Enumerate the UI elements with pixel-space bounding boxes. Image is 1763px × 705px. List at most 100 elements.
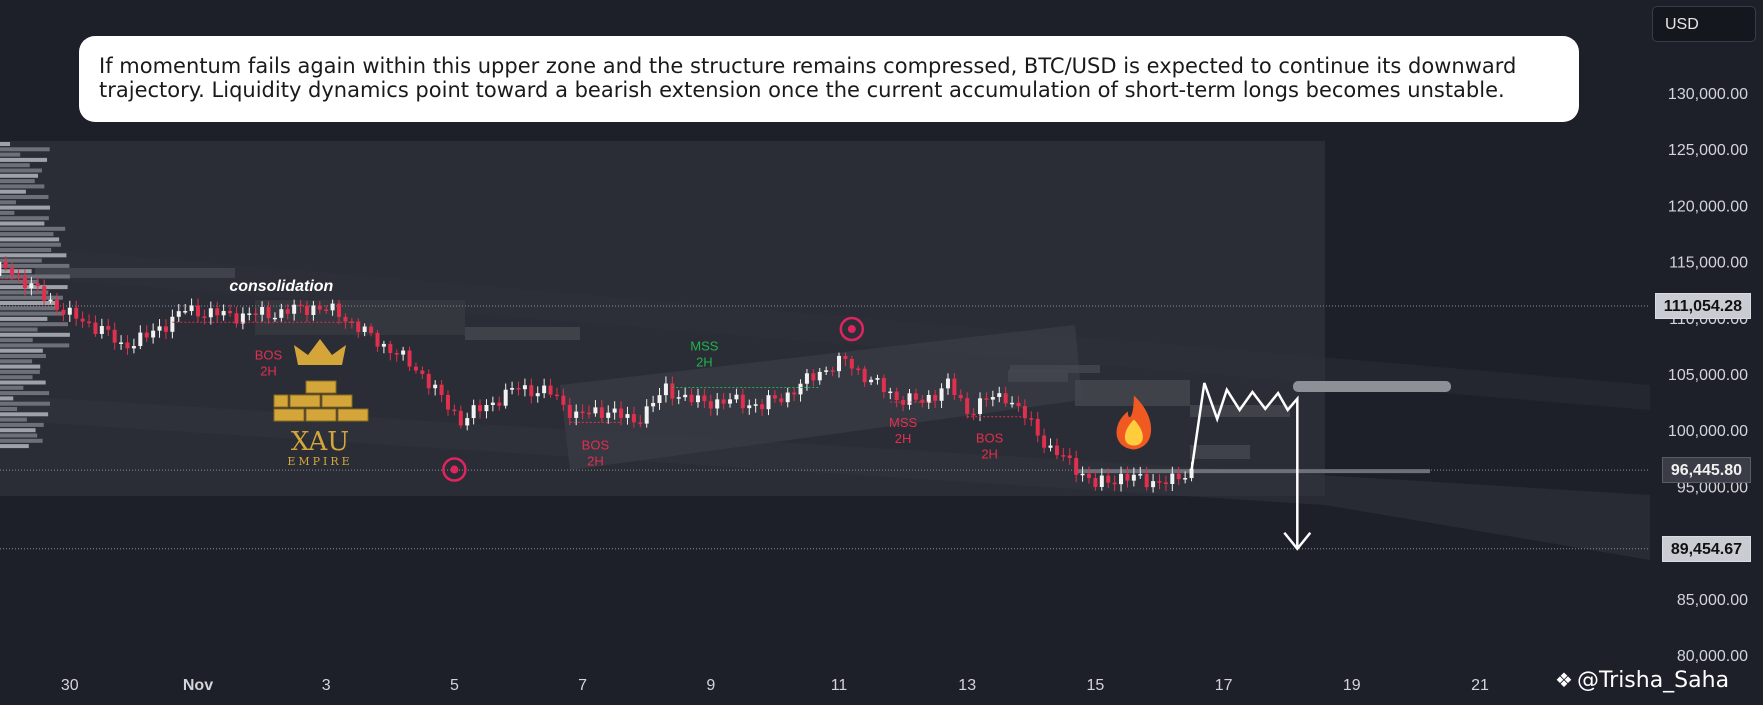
candle-body bbox=[196, 305, 200, 317]
candle-body bbox=[330, 303, 335, 311]
fire-icon bbox=[1116, 395, 1152, 450]
currency-label: USD bbox=[1665, 16, 1699, 33]
candle-body bbox=[22, 275, 27, 289]
gold-bar-icon bbox=[273, 394, 289, 408]
candle-body bbox=[10, 267, 15, 276]
candle-body bbox=[458, 410, 463, 426]
analysis-callout: If momentum fails again within this uppe… bbox=[79, 36, 1579, 122]
candle-body bbox=[125, 342, 130, 349]
volume-bar bbox=[0, 301, 57, 305]
volume-bar bbox=[0, 306, 56, 311]
candle-body bbox=[971, 413, 976, 416]
candle-body bbox=[631, 414, 636, 423]
annotation-bos: BOS bbox=[976, 431, 1004, 446]
candle-body bbox=[593, 407, 598, 414]
candle-body bbox=[189, 305, 194, 312]
volume-bar bbox=[0, 385, 24, 390]
volume-bar bbox=[0, 380, 46, 385]
candle-body bbox=[580, 411, 585, 414]
descending-channel-band bbox=[0, 395, 1650, 560]
y-tick-label: 115,000.00 bbox=[1669, 255, 1748, 272]
candle-body bbox=[612, 408, 617, 413]
volume-bar bbox=[0, 369, 40, 374]
volume-bar bbox=[0, 311, 64, 316]
author-watermark: ❖ @Trisha_Saha bbox=[1555, 668, 1729, 693]
candle-body bbox=[1099, 475, 1104, 487]
candle-body bbox=[183, 311, 188, 313]
candle-body bbox=[0, 261, 2, 276]
volume-bar bbox=[0, 433, 38, 438]
gold-bar-icon bbox=[321, 394, 353, 408]
candle-body bbox=[792, 392, 797, 395]
candle-body bbox=[933, 394, 938, 401]
candle-body bbox=[1029, 418, 1034, 420]
candle-body bbox=[824, 370, 829, 372]
candle-body bbox=[862, 368, 867, 383]
candle-body bbox=[234, 313, 239, 324]
volume-bar bbox=[0, 338, 33, 343]
candle-body bbox=[997, 393, 1002, 397]
order-block-5 bbox=[35, 268, 235, 278]
candle-body bbox=[426, 373, 431, 389]
volume-bar bbox=[0, 279, 39, 284]
candle-body bbox=[958, 395, 963, 399]
volume-bar bbox=[0, 375, 33, 380]
candle-body bbox=[119, 342, 124, 344]
candle-body bbox=[375, 332, 380, 347]
candle-body bbox=[945, 378, 950, 389]
volume-bar bbox=[0, 401, 50, 406]
candle-body bbox=[1112, 482, 1117, 485]
candle-body bbox=[1010, 402, 1015, 405]
volume-bar bbox=[0, 316, 48, 321]
volume-bar bbox=[0, 221, 45, 226]
candle-body bbox=[894, 391, 899, 401]
candle-body bbox=[689, 394, 694, 403]
candle-body bbox=[420, 370, 425, 374]
volume-bar bbox=[0, 274, 70, 279]
candle-body bbox=[1080, 473, 1085, 476]
candle-body bbox=[16, 275, 21, 277]
candle-body bbox=[394, 353, 399, 355]
volume-bar bbox=[0, 248, 52, 252]
candle-body bbox=[766, 395, 771, 410]
candle-body bbox=[35, 283, 40, 287]
candle-body bbox=[516, 388, 521, 390]
candle-body bbox=[1003, 393, 1008, 404]
gold-bar-icon bbox=[273, 408, 305, 422]
candle-body bbox=[663, 383, 668, 396]
volume-bar bbox=[0, 396, 14, 401]
volume-bar bbox=[0, 147, 50, 152]
candle-body bbox=[1093, 478, 1098, 487]
candle-body bbox=[978, 398, 983, 415]
order-block-4 bbox=[1190, 445, 1250, 459]
candle-body bbox=[292, 304, 297, 314]
candle-body bbox=[388, 343, 393, 354]
rising-flag-zone bbox=[560, 325, 1082, 470]
price-tag-current: 96,445.80 bbox=[1661, 457, 1751, 484]
candle-body bbox=[202, 316, 207, 318]
volume-bar bbox=[0, 438, 43, 443]
candle-body bbox=[356, 321, 361, 332]
projection-path bbox=[1190, 382, 1299, 549]
candle-body bbox=[67, 307, 72, 315]
volume-bar bbox=[0, 184, 45, 189]
candle-body bbox=[785, 392, 790, 403]
resistance-zone-bar bbox=[1293, 381, 1451, 392]
x-tick-label: 19 bbox=[1343, 677, 1361, 694]
candle-body bbox=[131, 346, 136, 349]
annotation-timeframe: 2H bbox=[587, 453, 604, 468]
candle-body bbox=[843, 355, 848, 359]
volume-bar bbox=[0, 216, 49, 221]
order-block-6 bbox=[1010, 365, 1100, 373]
candle-body bbox=[452, 409, 457, 412]
candle-body bbox=[337, 303, 342, 317]
candle-body bbox=[433, 384, 438, 389]
candle-body bbox=[888, 391, 893, 394]
candle-body bbox=[215, 308, 220, 316]
currency-button[interactable]: USD bbox=[1652, 6, 1756, 42]
candle-body bbox=[247, 313, 252, 315]
candle-body bbox=[112, 329, 117, 343]
volume-bar bbox=[0, 142, 10, 146]
candle-body bbox=[29, 283, 34, 289]
candle-body bbox=[362, 326, 367, 332]
